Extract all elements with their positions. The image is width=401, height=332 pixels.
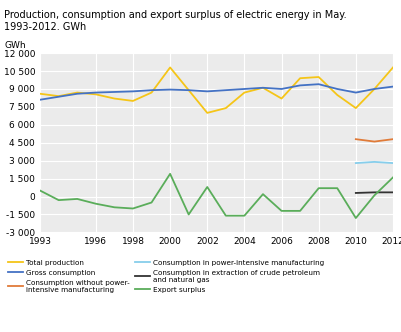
Text: GWh: GWh: [5, 41, 26, 49]
Text: Production, consumption and export surplus of electric energy in May.
1993-2012.: Production, consumption and export surpl…: [4, 10, 346, 32]
Legend: Total production, Gross consumption, Consumption without power-
intensive manufa: Total production, Gross consumption, Con…: [8, 259, 324, 293]
